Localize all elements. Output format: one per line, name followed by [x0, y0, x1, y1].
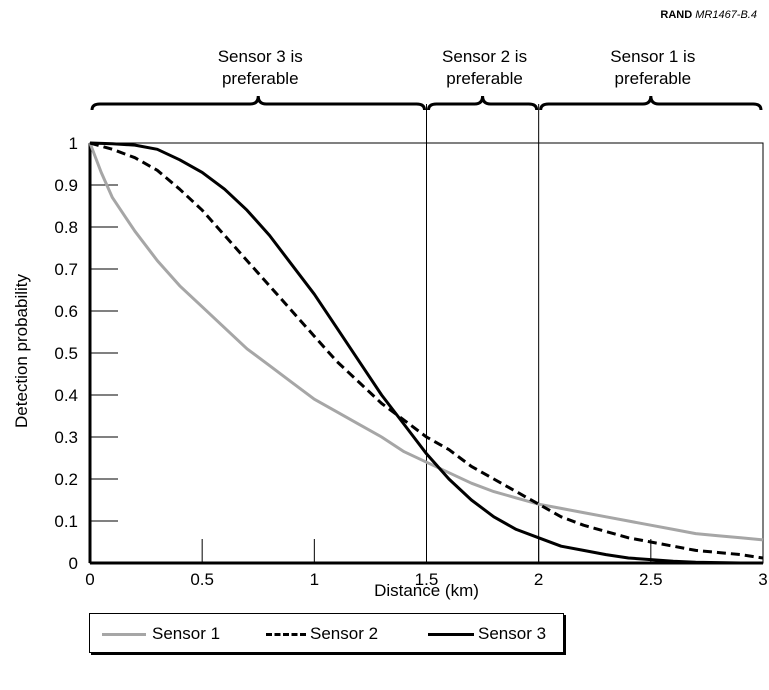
y-axis-label: Detection probability	[12, 273, 31, 428]
x-tick-label: 0.5	[190, 570, 214, 589]
y-tick-label: 0.5	[54, 344, 78, 363]
vertical-lines-layer	[426, 104, 540, 563]
x-tick-label: 0	[85, 570, 94, 589]
region-label: preferable	[222, 69, 299, 88]
y-tick-label: 0.9	[54, 176, 78, 195]
source-org: RAND	[660, 9, 693, 21]
legend: Sensor 1 Sensor 2 Sensor 3	[89, 613, 564, 653]
x-tick-label: 3	[758, 570, 767, 589]
y-tick-label: 0.7	[54, 260, 78, 279]
legend-label-sensor-2: Sensor 2	[310, 624, 379, 643]
source-ref: MR1467-B.4	[695, 9, 757, 21]
series-line-sensor-1	[88, 142, 764, 542]
region-label: preferable	[615, 69, 692, 88]
legend-swatch-sensor-1	[102, 632, 146, 636]
source-tag: RAND MR1467-B.4	[660, 9, 757, 21]
region-label: Sensor 1 is	[610, 47, 695, 66]
region-brace	[90, 95, 426, 111]
legend-label-sensor-1: Sensor 1	[152, 624, 221, 643]
x-tick-label: 1	[310, 570, 319, 589]
regions-layer: Sensor 3 is preferable Sensor 2 is preferab…	[90, 47, 763, 111]
region-label: Sensor 3 is	[218, 47, 303, 66]
y-tick-label: 1	[69, 134, 78, 153]
y-tick-label: 0.8	[54, 218, 78, 237]
legend-label-sensor-3: Sensor 3	[478, 624, 547, 643]
y-tick-label: 0	[69, 554, 78, 573]
axes-layer: 0 0.1 0.2 0.3 0.4 0.5 0.6 0.7 0.8 0.9 1 0 0.5 1 1.5 2 2.…	[54, 134, 767, 589]
region-brace	[539, 95, 763, 111]
legend-swatch-sensor-3	[428, 632, 474, 636]
x-tick-label: 1.5	[415, 570, 439, 589]
region-label: Sensor 2 is	[442, 47, 527, 66]
series-line-sensor-3	[89, 141, 763, 565]
legend-item-sensor-3: Sensor 3	[428, 614, 546, 654]
x-tick-label: 2.5	[639, 570, 663, 589]
series-line-sensor-2	[89, 141, 764, 560]
region-label: preferable	[446, 69, 523, 88]
region-brace	[427, 95, 539, 111]
chart: Sensor 3 is preferable Sensor 2 is preferab…	[12, 47, 768, 600]
series-layer	[88, 141, 764, 565]
y-tick-label: 0.1	[54, 512, 78, 531]
y-tick-label: 0.6	[54, 302, 78, 321]
y-tick-label: 0.2	[54, 470, 78, 489]
legend-swatch-sensor-2	[266, 632, 306, 636]
x-axis-label: Distance (km)	[374, 581, 479, 600]
y-tick-label: 0.4	[54, 386, 78, 405]
legend-item-sensor-2: Sensor 2	[266, 614, 378, 654]
legend-item-sensor-1: Sensor 1	[102, 614, 220, 654]
x-tick-label: 2	[534, 570, 543, 589]
y-tick-label: 0.3	[54, 428, 78, 447]
